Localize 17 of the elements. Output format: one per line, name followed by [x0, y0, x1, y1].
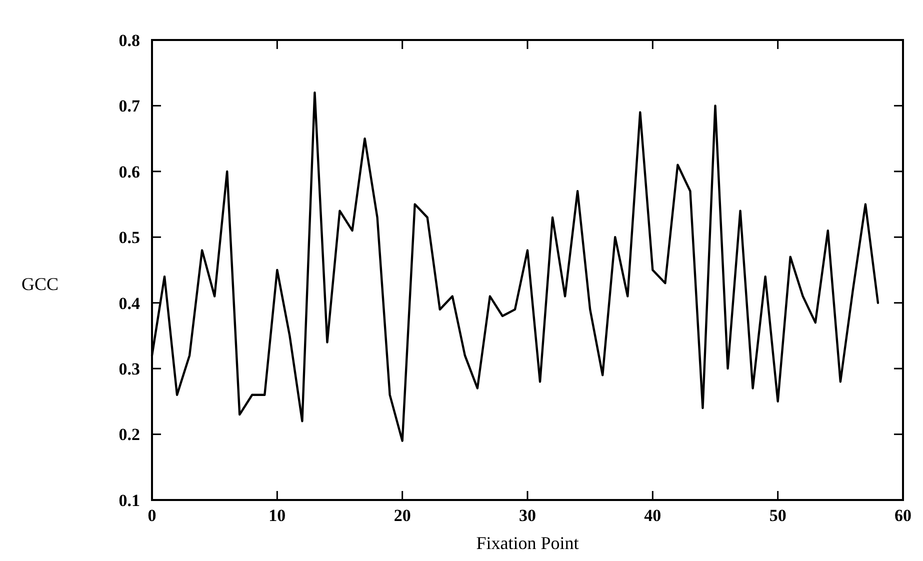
- y-tick-label: 0.3: [118, 360, 140, 379]
- y-tick-label: 0.7: [118, 96, 140, 116]
- y-tick-label: 0.1: [118, 490, 140, 510]
- x-tick-label: 30: [519, 506, 536, 525]
- x-tick-label: 40: [644, 506, 662, 525]
- x-tick-label: 20: [394, 506, 411, 525]
- x-tick-label: 60: [894, 506, 912, 525]
- y-tick-label: 0.4: [118, 294, 140, 313]
- y-tick-label: 0.8: [118, 30, 140, 50]
- x-tick-label: 0: [148, 506, 156, 525]
- y-axis-title: GCC: [21, 274, 59, 294]
- x-axis-title: Fixation Point: [476, 533, 579, 553]
- x-tick-label: 50: [769, 506, 786, 525]
- y-tick-label: 0.5: [118, 228, 140, 248]
- x-tick-label: 10: [268, 506, 286, 525]
- y-tick-label: 0.6: [118, 162, 140, 182]
- y-tick-label: 0.2: [118, 425, 140, 444]
